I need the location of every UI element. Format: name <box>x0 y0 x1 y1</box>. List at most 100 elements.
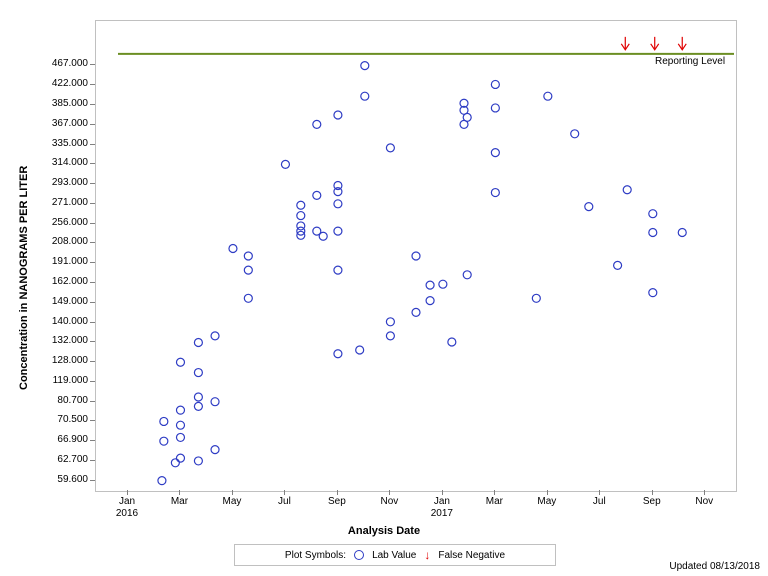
updated-footer: Updated 08/13/2018 <box>669 561 760 572</box>
x-tick-mark <box>494 490 495 495</box>
y-tick-mark <box>90 84 95 85</box>
data-point <box>334 350 342 358</box>
data-point <box>176 358 184 366</box>
data-point <box>544 92 552 100</box>
y-tick-label: 271.000 <box>30 197 88 208</box>
y-tick-mark <box>90 460 95 461</box>
y-tick-mark <box>90 242 95 243</box>
x-tick-mark <box>389 490 390 495</box>
data-point <box>361 62 369 70</box>
y-tick-label: 162.000 <box>30 276 88 287</box>
data-point <box>361 92 369 100</box>
data-point <box>649 229 657 237</box>
data-point <box>614 261 622 269</box>
data-point <box>194 338 202 346</box>
data-point <box>448 338 456 346</box>
y-tick-mark <box>90 144 95 145</box>
data-point <box>160 437 168 445</box>
legend-false-negative: False Negative <box>438 550 505 561</box>
y-tick-label: 70.500 <box>30 414 88 425</box>
y-tick-mark <box>90 381 95 382</box>
data-point <box>678 229 686 237</box>
y-tick-mark <box>90 104 95 105</box>
data-point <box>171 459 179 467</box>
y-tick-mark <box>90 322 95 323</box>
data-point <box>491 189 499 197</box>
y-tick-label: 62.700 <box>30 454 88 465</box>
data-point <box>194 369 202 377</box>
data-point <box>356 346 364 354</box>
data-point <box>623 186 631 194</box>
y-tick-label: 385.000 <box>30 98 88 109</box>
data-point <box>491 80 499 88</box>
y-tick-label: 80.700 <box>30 395 88 406</box>
data-point <box>194 393 202 401</box>
y-tick-label: 422.000 <box>30 78 88 89</box>
x-tick-year: 2017 <box>427 508 457 519</box>
data-point <box>313 120 321 128</box>
data-point <box>386 318 394 326</box>
data-point <box>426 281 434 289</box>
y-tick-mark <box>90 401 95 402</box>
data-point <box>412 252 420 260</box>
x-tick-label: Mar <box>479 496 509 507</box>
data-point <box>176 406 184 414</box>
data-point <box>426 297 434 305</box>
data-point <box>158 477 166 485</box>
y-tick-mark <box>90 440 95 441</box>
x-tick-label: Jan <box>112 496 142 507</box>
x-tick-mark <box>337 490 338 495</box>
y-tick-label: 367.000 <box>30 118 88 129</box>
reporting-level-label: Reporting Level <box>655 56 725 67</box>
y-tick-mark <box>90 223 95 224</box>
plot-area <box>95 20 737 492</box>
y-tick-mark <box>90 480 95 481</box>
data-point <box>297 201 305 209</box>
y-tick-mark <box>90 64 95 65</box>
false-negative-arrow <box>678 37 686 50</box>
data-point <box>160 417 168 425</box>
x-tick-label: Jan <box>427 496 457 507</box>
data-point <box>176 454 184 462</box>
y-tick-mark <box>90 183 95 184</box>
data-point <box>412 308 420 316</box>
false-negative-arrow <box>651 37 659 50</box>
y-tick-label: 128.000 <box>30 355 88 366</box>
x-tick-mark <box>652 490 653 495</box>
data-point <box>319 232 327 240</box>
data-point <box>211 446 219 454</box>
data-point <box>491 104 499 112</box>
data-point <box>334 266 342 274</box>
x-tick-year: 2016 <box>112 508 142 519</box>
x-tick-label: Nov <box>689 496 719 507</box>
y-tick-label: 256.000 <box>30 217 88 228</box>
y-tick-label: 140.000 <box>30 316 88 327</box>
y-tick-label: 66.900 <box>30 434 88 445</box>
y-tick-mark <box>90 203 95 204</box>
data-point <box>585 203 593 211</box>
false-negative-arrow <box>621 37 629 50</box>
data-point <box>439 280 447 288</box>
data-point <box>334 227 342 235</box>
y-tick-mark <box>90 420 95 421</box>
data-point <box>176 433 184 441</box>
y-tick-mark <box>90 302 95 303</box>
data-point <box>334 188 342 196</box>
data-point <box>297 212 305 220</box>
x-tick-label: Jul <box>269 496 299 507</box>
data-point <box>386 332 394 340</box>
y-axis-title: Concentration in NANOGRAMS PER LITER <box>18 166 30 390</box>
x-tick-label: Nov <box>374 496 404 507</box>
y-tick-label: 132.000 <box>30 335 88 346</box>
y-tick-mark <box>90 361 95 362</box>
chart-container: Concentration in NANOGRAMS PER LITER Ana… <box>0 0 768 576</box>
legend-title: Plot Symbols: <box>285 550 346 561</box>
data-point <box>211 332 219 340</box>
x-axis-title: Analysis Date <box>0 525 768 537</box>
data-point <box>334 111 342 119</box>
y-tick-mark <box>90 163 95 164</box>
x-tick-mark <box>284 490 285 495</box>
x-tick-mark <box>599 490 600 495</box>
y-tick-label: 149.000 <box>30 296 88 307</box>
data-point <box>334 200 342 208</box>
